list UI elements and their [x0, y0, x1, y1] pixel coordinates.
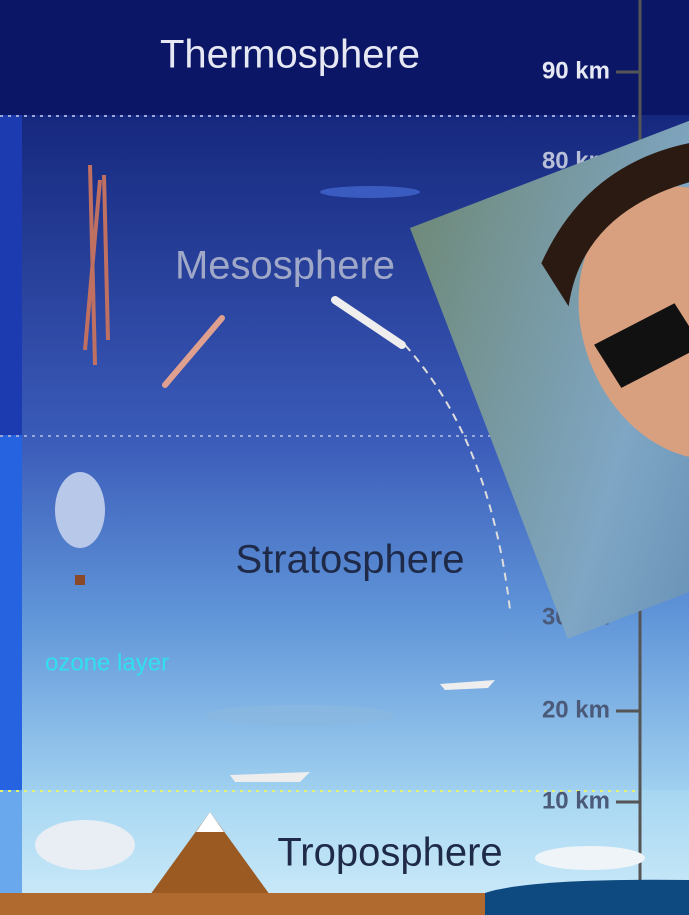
- scale-label: 90 km: [542, 57, 610, 84]
- cloud: [535, 846, 645, 870]
- scale-label: 10 km: [542, 787, 610, 814]
- annotation: ozone layer: [45, 649, 169, 676]
- balloon: [55, 472, 105, 548]
- side-strip: [0, 790, 22, 895]
- side-strip: [0, 435, 22, 790]
- scale-label: 20 km: [542, 696, 610, 723]
- cloud: [320, 186, 420, 198]
- layer-label: Mesosphere: [175, 244, 395, 288]
- cloud: [205, 705, 395, 725]
- storm-cloud: [35, 820, 135, 870]
- layer-label: Troposphere: [277, 831, 502, 875]
- side-strip: [0, 115, 22, 435]
- atmosphere-diagram: Thermosphere Mesosphere Stratosphere Tro…: [0, 0, 689, 915]
- layer-label: Stratosphere: [235, 538, 464, 582]
- balloon-gondola: [75, 575, 85, 585]
- layer-label: Thermosphere: [160, 33, 420, 77]
